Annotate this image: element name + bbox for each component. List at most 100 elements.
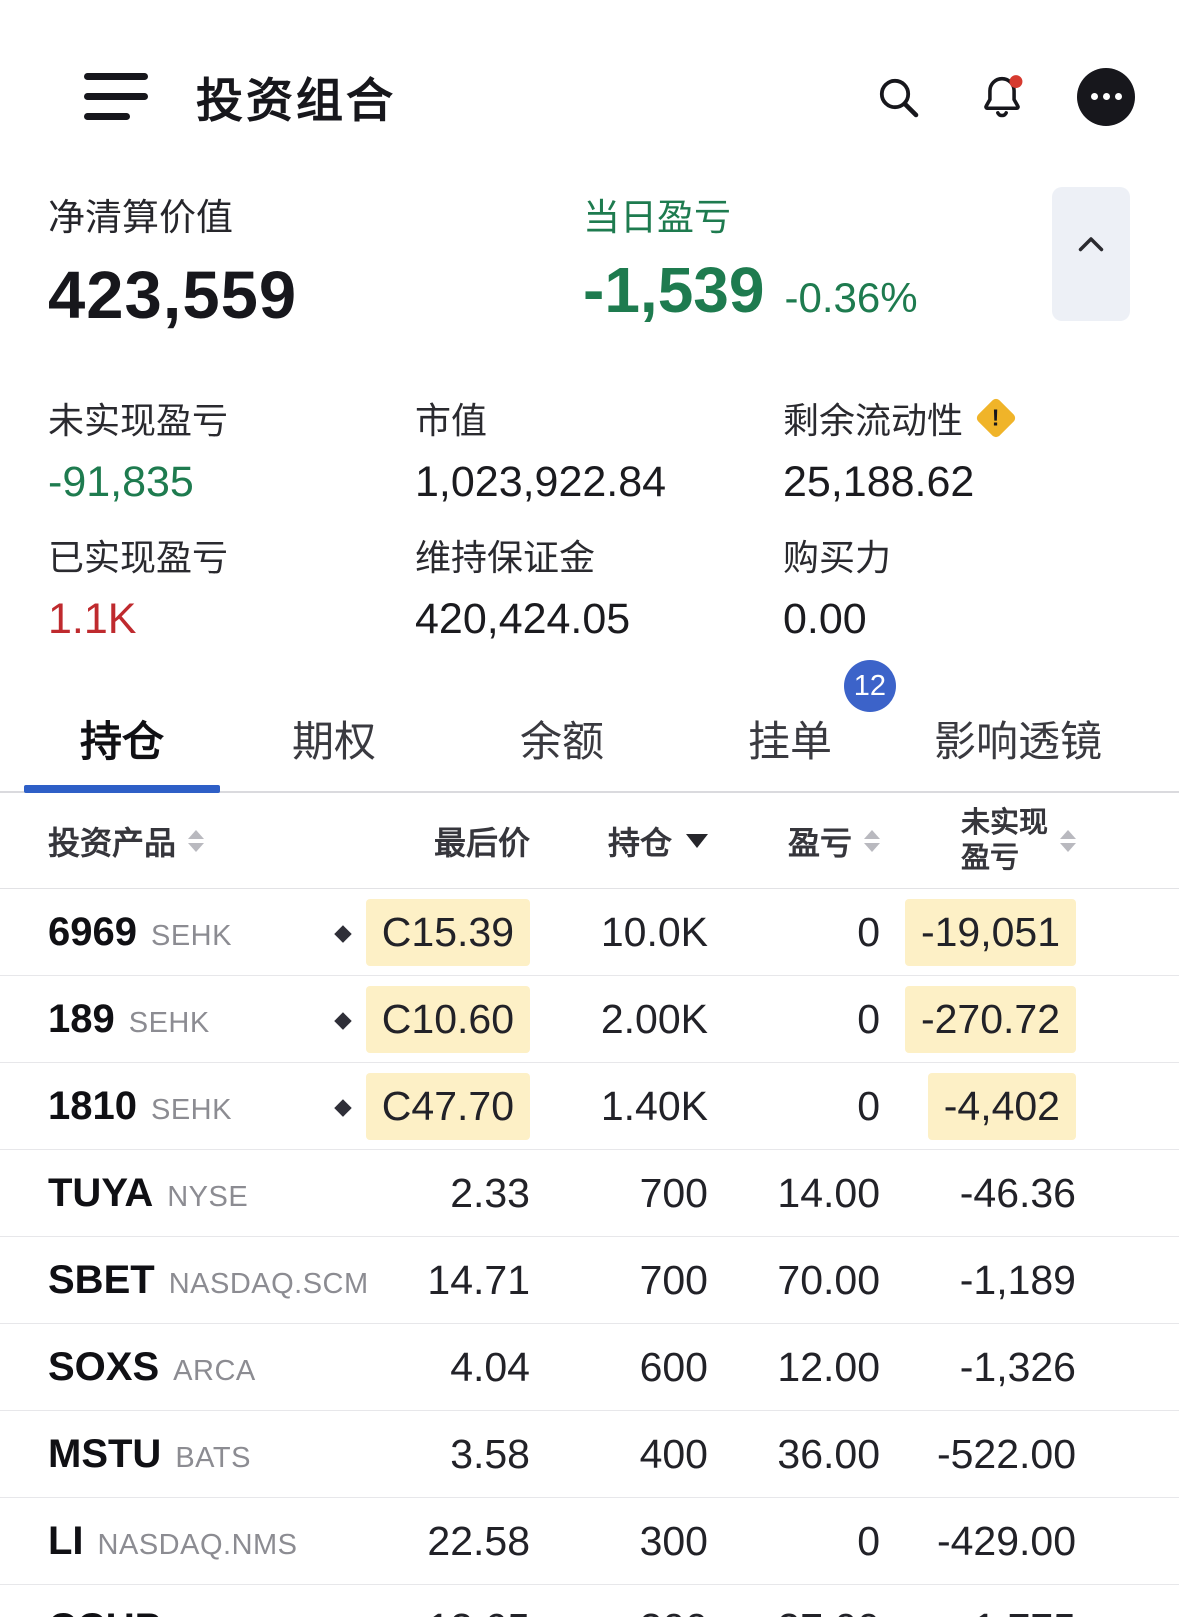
- table-row[interactable]: SBET NASDAQ.SCM ◆ 14.71 700 70.00 -1,189: [0, 1237, 1179, 1324]
- unrealized-cell: -270.72: [880, 985, 1076, 1053]
- symbol: TUYA: [48, 1170, 154, 1215]
- position-size: 2.00K: [600, 995, 708, 1042]
- last-price: 22.58: [427, 1517, 530, 1564]
- diamond-icon: ◆: [334, 1005, 352, 1032]
- top-bar: 投资组合: [0, 0, 1179, 131]
- unrealized-pnl: -522.00: [936, 1430, 1076, 1477]
- day-pnl-percent: -0.36%: [784, 274, 918, 321]
- tab-label: 挂单: [747, 718, 832, 765]
- table-row[interactable]: 189 SEHK ◆ C10.60 2.00K 0 -270.72: [0, 976, 1179, 1063]
- page-title: 投资组合: [196, 74, 396, 127]
- table-row[interactable]: SOXS ARCA ◆ 4.04 600 12.00 -1,326: [0, 1324, 1179, 1411]
- day-pnl-label: 当日盈亏: [583, 197, 731, 238]
- last-price: 2.33: [450, 1169, 530, 1216]
- table-row[interactable]: 6969 SEHK ◆ C15.39 10.0K 0 -19,051: [0, 889, 1179, 976]
- column-header-unrealized-pnl[interactable]: 未实现 盈亏: [880, 806, 1076, 876]
- symbol: SOXS: [48, 1344, 160, 1389]
- unrealized-cell: -522.00: [880, 1431, 1076, 1478]
- collapse-summary-button[interactable]: [1052, 187, 1130, 321]
- day-pnl-value: -1,539: [583, 254, 765, 326]
- pnl-value: 36.00: [777, 1430, 880, 1477]
- sort-icon: [864, 829, 880, 852]
- unrealized-cell: -4,402: [880, 1072, 1076, 1140]
- last-price: C10.60: [365, 985, 530, 1053]
- tab-orders[interactable]: 挂单 12: [676, 660, 904, 791]
- pnl-value: 0: [857, 1517, 880, 1564]
- metric-unrealized-pnl: 未实现盈亏 -91,835: [48, 400, 229, 506]
- unrealized-cell: -1,189: [880, 1257, 1076, 1304]
- position-size: 1.40K: [600, 1082, 708, 1129]
- tab-positions[interactable]: 持仓: [24, 678, 220, 793]
- unrealized-cell: -429.00: [880, 1518, 1076, 1565]
- pnl-cell: 0: [708, 909, 880, 956]
- tab-label: 期权: [291, 718, 376, 765]
- orders-count-badge: 12: [843, 660, 896, 712]
- tab-label: 持仓: [79, 718, 164, 765]
- exchange-label: NYSE: [167, 1180, 249, 1213]
- pnl-cell: -27.00: [708, 1605, 880, 1617]
- column-header-product[interactable]: 投资产品: [48, 818, 340, 864]
- positions-table-header: 投资产品 最后价 持仓 盈亏 未实现 盈亏: [0, 793, 1179, 889]
- column-header-last-price[interactable]: 最后价: [433, 824, 530, 861]
- column-header-position[interactable]: 持仓: [530, 818, 708, 864]
- metric-realized-pnl: 已实现盈亏 1.1K: [48, 537, 229, 643]
- net-liquidation-label: 净清算价值: [48, 197, 233, 238]
- pnl-cell: 0: [708, 1083, 880, 1130]
- symbol: 6969: [48, 909, 137, 954]
- unrealized-pnl: -19,051: [904, 898, 1076, 966]
- unrealized-pnl: -1,326: [959, 1343, 1076, 1390]
- symbol: 1810: [48, 1083, 137, 1128]
- last-price: C47.70: [365, 1072, 530, 1140]
- exchange-label: NASDAQ.SCM: [168, 1267, 369, 1300]
- exchange-label: BATS: [175, 1441, 251, 1474]
- unrealized-pnl: -270.72: [904, 985, 1076, 1053]
- pnl-value: 0: [857, 1082, 880, 1129]
- diamond-icon: ◆: [334, 1092, 352, 1119]
- pnl-value: 70.00: [777, 1256, 880, 1303]
- sort-icon: [188, 829, 205, 852]
- table-row[interactable]: 1810 SEHK ◆ C47.70 1.40K 0 -4,402: [0, 1063, 1179, 1150]
- table-row[interactable]: CCUP BATS ◆ 13.65 300 -27.00 -1,775: [0, 1585, 1179, 1617]
- tab-label: 余额: [519, 718, 604, 765]
- position-size: 300: [639, 1517, 708, 1564]
- notifications-bell-icon[interactable]: [973, 68, 1031, 126]
- sort-desc-icon: [686, 833, 708, 848]
- metric-maintenance-margin: 维持保证金 420,424.05: [415, 537, 631, 643]
- last-price: 13.65: [427, 1605, 530, 1617]
- last-price: 3.58: [450, 1430, 530, 1477]
- pnl-value: 14.00: [777, 1169, 880, 1216]
- chevron-up-icon: [1078, 237, 1104, 252]
- symbol: LI: [48, 1518, 84, 1563]
- warning-icon[interactable]: !: [974, 396, 1018, 440]
- diamond-icon: ◆: [334, 918, 352, 945]
- pnl-cell: 36.00: [708, 1431, 880, 1478]
- unrealized-cell: -19,051: [880, 898, 1076, 966]
- tab-impact-lens[interactable]: 影响透镜: [904, 678, 1132, 791]
- pnl-value: 12.00: [777, 1343, 880, 1390]
- position-size: 400: [639, 1430, 708, 1477]
- column-header-pnl[interactable]: 盈亏: [708, 818, 880, 864]
- exchange-label: SEHK: [128, 1006, 210, 1039]
- symbol: 189: [48, 996, 115, 1041]
- more-options-icon[interactable]: [1077, 67, 1135, 126]
- table-row[interactable]: LI NASDAQ.NMS ◆ 22.58 300 0 -429.00: [0, 1498, 1179, 1585]
- position-size: 300: [530, 1605, 708, 1617]
- tabs: 持仓 期权 余额 挂单 12 影响透镜: [0, 660, 1179, 793]
- unrealized-pnl: -1,189: [959, 1256, 1076, 1303]
- table-row[interactable]: TUYA NYSE ◆ 2.33 700 14.00 -46.36: [0, 1150, 1179, 1237]
- search-icon[interactable]: [869, 68, 927, 126]
- sort-icon: [1060, 829, 1076, 852]
- metric-buying-power: 购买力 0.00: [783, 537, 892, 643]
- metric-market-value: 市值 1,023,922.84: [415, 400, 667, 506]
- hamburger-menu-icon[interactable]: [84, 73, 148, 120]
- positions-table-body: 6969 SEHK ◆ C15.39 10.0K 0 -19,051 189 S…: [0, 889, 1179, 1617]
- exchange-label: SEHK: [150, 919, 232, 952]
- tab-options[interactable]: 期权: [220, 678, 448, 791]
- tab-balances[interactable]: 余额: [448, 678, 676, 791]
- pnl-cell: 70.00: [708, 1257, 880, 1304]
- position-size: 700: [639, 1256, 708, 1303]
- table-row[interactable]: MSTU BATS ◆ 3.58 400 36.00 -522.00: [0, 1411, 1179, 1498]
- symbol: CCUP: [48, 1606, 161, 1617]
- pnl-cell: 0: [708, 1518, 880, 1565]
- last-price: 4.04: [450, 1343, 530, 1390]
